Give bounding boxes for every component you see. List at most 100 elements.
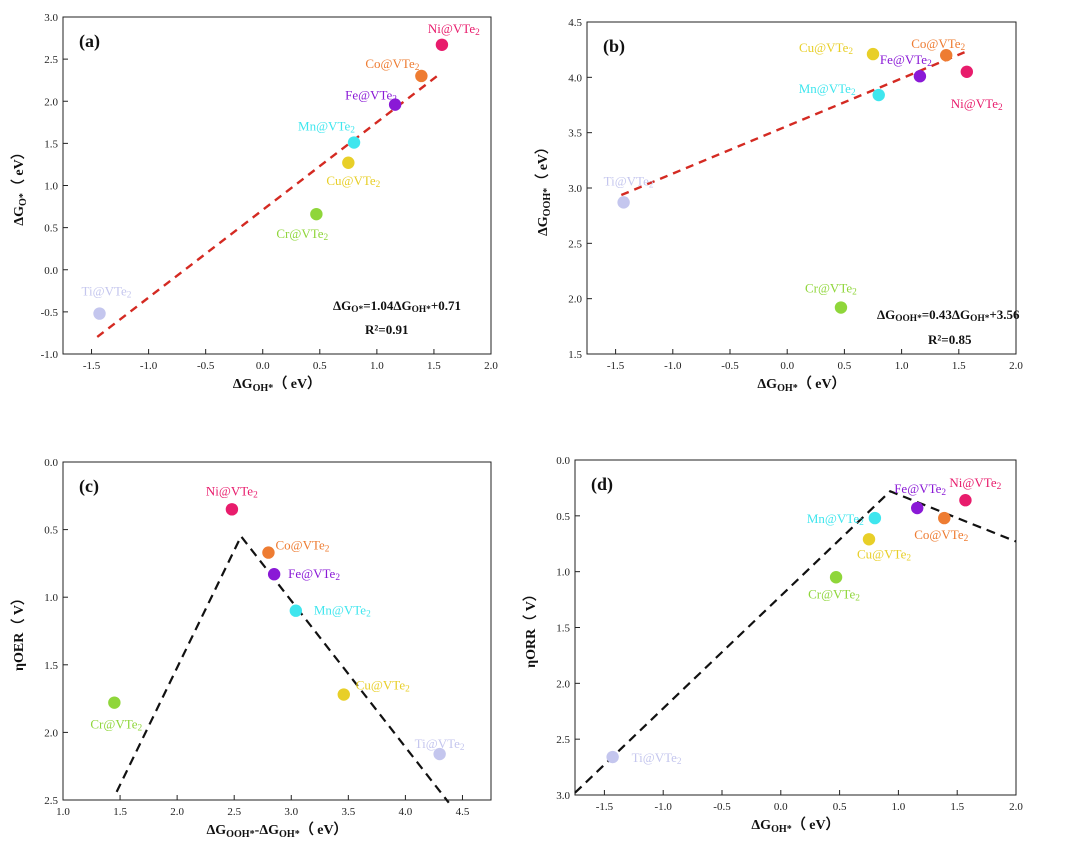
data-point-ti [433,747,446,761]
y-tick-label: 1.5 [44,660,58,672]
x-tick-label: 0.5 [833,801,847,813]
y-tick-label: 0.0 [44,265,58,277]
point-label-text: Fe@VTe [880,52,927,67]
point-label-text: Ni@VTe [949,475,996,490]
x-axis-label-part: ΔG [206,823,226,838]
point-label-text: Mn@VTe [298,119,350,134]
volcano-line [574,489,1017,794]
point-label-mn: Mn@VTe2 [298,119,355,136]
y-tick-label: 2.0 [568,294,582,306]
point-label-cu: Cu@VTe2 [799,40,853,57]
point-label-text: Ti@VTe [604,173,649,188]
point-label-cr: Cr@VTe2 [805,281,857,298]
fit-equation-txt: ΔG [877,307,895,322]
point-label-text: Ti@VTe [632,750,677,765]
fit-equation-txt: +3.56 [989,307,1020,322]
data-point-cu [862,533,876,546]
data-point-fe [267,568,281,581]
data-point-fe [388,98,402,111]
point-label-sub: 2 [392,95,397,105]
x-tick-label: 1.5 [113,806,127,818]
y-axis-label: ΔGOOH*（ eV） [535,140,553,236]
r-squared: R²=0.85 [928,332,972,347]
x-axis-label: ΔGOH*（ eV） [233,376,321,394]
x-tick-label: -1.5 [596,801,614,813]
data-point-fe [911,501,924,515]
data-point-cu [866,47,880,61]
point-label-ni: Ni@VTe2 [949,475,1001,492]
point-label-mn: Mn@VTe2 [314,603,371,620]
x-axis-label-part: ΔG [751,818,771,833]
x-tick-label: 2.0 [1009,360,1023,372]
x-tick-label: 2.0 [1009,801,1023,813]
x-axis-label-part: OH* [771,824,792,835]
y-tick-label: 0.0 [44,457,58,469]
x-axis-label-part: ΔG [233,377,253,392]
y-tick-label: -0.5 [41,307,59,319]
fit-equation-txt: ΔG [333,298,351,313]
data-point-ni [435,38,449,52]
fit-line [620,51,965,197]
data-point-co [940,49,953,62]
panel-c: 1.0 1.5 2.0 2.5 3.0 3.5 4.0 4.5 0.0 0.5 1.0 1.5 2.0 2… [11,457,492,840]
x-axis-label-part: （ eV） [300,822,348,838]
plot-frame [62,461,492,801]
point-label-sub: 2 [855,594,860,604]
y-axis-label-part: （ eV） [11,145,27,193]
r-squared-txt: R²=0.91 [365,322,408,337]
panel-label: (a) [79,31,100,52]
x-tick-label: -0.5 [721,360,739,372]
point-label-mn: Mn@VTe2 [807,511,864,528]
panel-label: (c) [79,476,99,497]
x-tick-label: -1.0 [140,360,158,372]
y-axis-label-part: ηOER（ V） [11,591,27,671]
point-label-sub: 2 [927,59,932,69]
y-tick-label: 4.5 [568,17,582,29]
data-point-cr [108,696,121,709]
x-tick-label: 3.0 [284,806,298,818]
r-squared-txt: R²=0.85 [928,332,972,347]
point-label-ti: Ti@VTe2 [604,173,654,190]
y-tick-label: 3.5 [568,128,582,140]
data-point-mn [347,136,361,149]
y-axis-label: ΔGO*（ eV） [11,145,29,225]
fit-equation: ΔGOOH*=0.43ΔGOH*+3.56 [877,307,1020,324]
panel-b: -1.5 -1.0 -0.5 0.0 0.5 1.0 1.5 2.0 1.5 2.0 2.5 3.0 3… [535,17,1023,394]
y-tick-label: 2.5 [568,238,582,250]
y-axis-label-part: O* [18,193,29,206]
point-label-text: Cu@VTe [799,40,849,55]
point-label-text: Cr@VTe [276,226,323,241]
point-label-sub: 2 [475,28,480,38]
point-label-ti: Ti@VTe2 [415,736,465,753]
x-axis-label-part: ΔG [757,377,777,392]
data-point-co [262,546,275,559]
point-label-text: Mn@VTe [807,511,859,526]
point-label-sub: 2 [852,288,857,298]
x-tick-label: 1.5 [950,801,964,813]
y-tick-label: 2.0 [44,96,58,108]
x-tick-label: 2.0 [170,806,184,818]
y-tick-label: 0.5 [556,511,570,523]
x-axis-label: ΔGOH*（ eV） [757,376,845,394]
point-label-ni: Ni@VTe2 [951,96,1003,113]
x-tick-label: -1.5 [607,360,625,372]
data-point-mn [289,604,303,617]
y-tick-label: -1.0 [41,349,59,361]
y-tick-label: 1.0 [556,567,570,579]
x-axis-label: ΔGOH*（ eV） [751,817,839,835]
point-label-fe: Fe@VTe2 [880,52,932,69]
y-axis-label-part: OOH* [542,188,553,217]
x-axis-label-part: OH* [279,829,300,840]
x-tick-label: 0.0 [780,360,794,372]
point-label-sub: 2 [460,743,465,753]
x-tick-label: -1.5 [83,360,101,372]
x-tick-label: 1.0 [56,806,70,818]
point-label-ni: Ni@VTe2 [206,483,258,500]
x-tick-label: 0.0 [774,801,788,813]
y-tick-label: 0.0 [556,455,570,467]
point-label-sub: 2 [848,47,853,57]
point-label-sub: 2 [997,482,1002,492]
x-tick-label: 1.5 [952,360,966,372]
point-label-sub: 2 [350,126,355,136]
